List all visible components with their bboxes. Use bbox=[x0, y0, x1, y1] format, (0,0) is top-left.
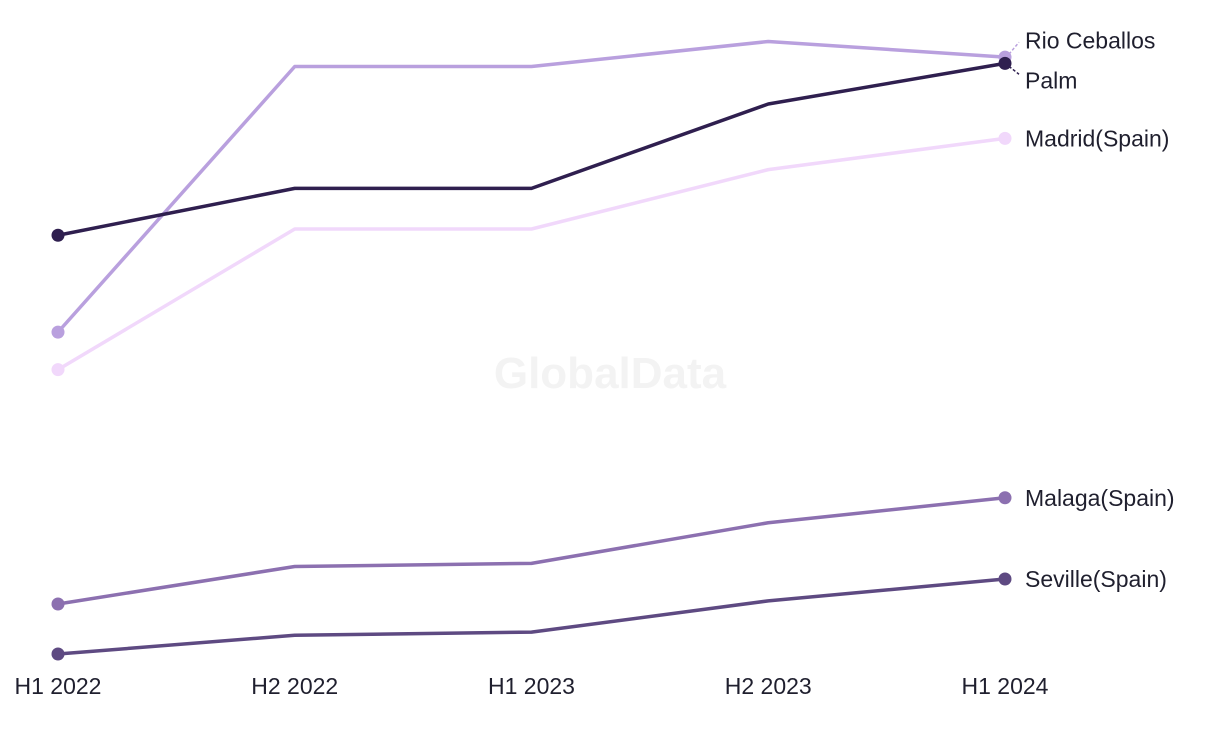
series-lines bbox=[56, 39, 1007, 656]
series-line-madrid-spain bbox=[56, 136, 1007, 372]
series-label-rio-ceballos: Rio Ceballos bbox=[1025, 27, 1155, 53]
series-label-malaga-spain: Malaga(Spain) bbox=[1025, 485, 1175, 511]
series-label-madrid-spain: Madrid(Spain) bbox=[1025, 125, 1169, 151]
data-point-malaga-spain bbox=[51, 597, 65, 611]
series-label-palm: Palm bbox=[1025, 67, 1077, 93]
label-leader-rio-ceballos bbox=[1008, 41, 1020, 55]
x-axis: H1 2022 H2 2022 H1 2023 H2 2023 H1 2024 bbox=[15, 673, 1049, 699]
series-label-seville-spain: Seville(Spain) bbox=[1025, 566, 1167, 592]
x-tick-label: H1 2023 bbox=[488, 673, 575, 699]
watermark: GlobalData bbox=[494, 349, 727, 398]
x-tick-label: H1 2024 bbox=[962, 673, 1049, 699]
series-line-palm bbox=[56, 61, 1007, 237]
x-tick-label: H1 2022 bbox=[15, 673, 102, 699]
x-tick-label: H2 2023 bbox=[725, 673, 812, 699]
series-line-seville-spain bbox=[56, 577, 1007, 656]
data-point-madrid-spain bbox=[51, 363, 65, 377]
series-points bbox=[51, 50, 1012, 661]
data-point-seville-spain bbox=[998, 572, 1012, 586]
data-point-madrid-spain bbox=[998, 131, 1012, 145]
data-point-palm bbox=[998, 56, 1012, 70]
series-line-rio-ceballos bbox=[56, 39, 1007, 334]
data-point-rio-ceballos bbox=[51, 325, 65, 339]
series-line-malaga-spain bbox=[56, 496, 1007, 606]
label-leader-palm bbox=[1008, 65, 1020, 75]
series-end-labels: Rio Ceballos Palm Madrid(Spain) Malaga(Spai… bbox=[1008, 27, 1175, 592]
data-point-malaga-spain bbox=[998, 491, 1012, 505]
x-tick-label: H2 2022 bbox=[251, 673, 338, 699]
data-point-palm bbox=[51, 228, 65, 242]
data-point-seville-spain bbox=[51, 647, 65, 661]
